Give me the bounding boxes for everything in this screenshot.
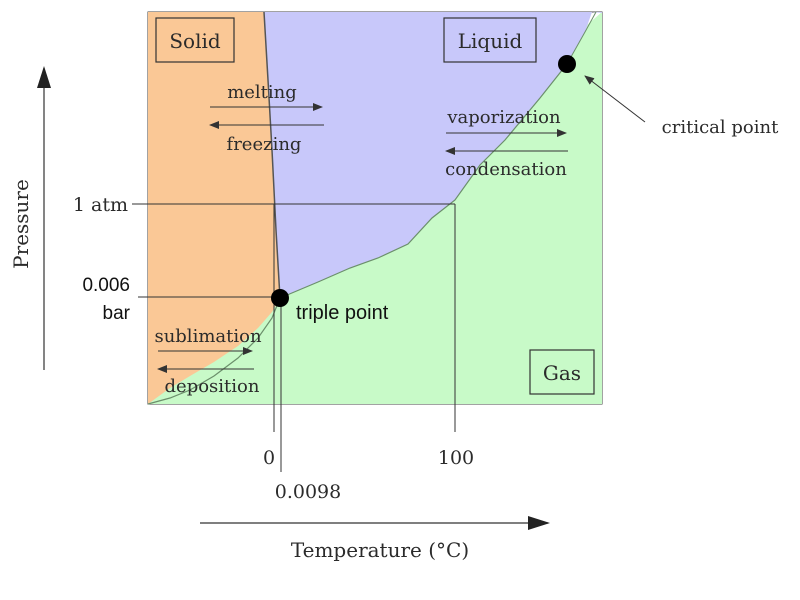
liquid-label-box	[443, 17, 537, 63]
bar-tick-value: 0.006	[82, 275, 130, 296]
deposition-label: deposition	[165, 376, 260, 397]
sublimation-label: sublimation	[154, 326, 261, 347]
hundred-tick-label: 100	[438, 447, 474, 469]
liquid-region	[264, 12, 602, 298]
sublimation-curve	[147, 297, 281, 405]
liquid-label: Liquid	[458, 29, 523, 53]
critical-point-marker	[558, 55, 576, 73]
gas-label-box	[529, 349, 595, 395]
temperature-axis-label: Temperature (°C)	[291, 538, 469, 562]
solid-region	[148, 12, 280, 404]
triple-point-label: triple point	[296, 302, 389, 324]
critical-point-label: critical point	[662, 117, 779, 138]
condensation-label: condensation	[445, 159, 567, 180]
gas-upper-edge	[566, 11, 597, 65]
bar-tick-unit: bar	[103, 303, 131, 324]
vaporization-curve	[279, 63, 568, 299]
freezing-label: freezing	[227, 134, 302, 155]
gas-label: Gas	[543, 361, 581, 385]
melting-curve	[263, 11, 281, 299]
vaporization-label: vaporization	[446, 107, 561, 128]
solid-label: Solid	[169, 29, 221, 53]
melting-label: melting	[227, 82, 297, 103]
triple-point-marker	[271, 289, 289, 307]
triple-temp-tick-label: 0.0098	[275, 481, 341, 503]
pressure-axis-label: Pressure	[9, 179, 33, 269]
solid-label-box	[155, 17, 235, 63]
critical-point-pointer	[584, 75, 646, 123]
one-atm-tick-label: 1 atm	[73, 194, 128, 216]
zero-tick-label: 0	[263, 447, 275, 469]
